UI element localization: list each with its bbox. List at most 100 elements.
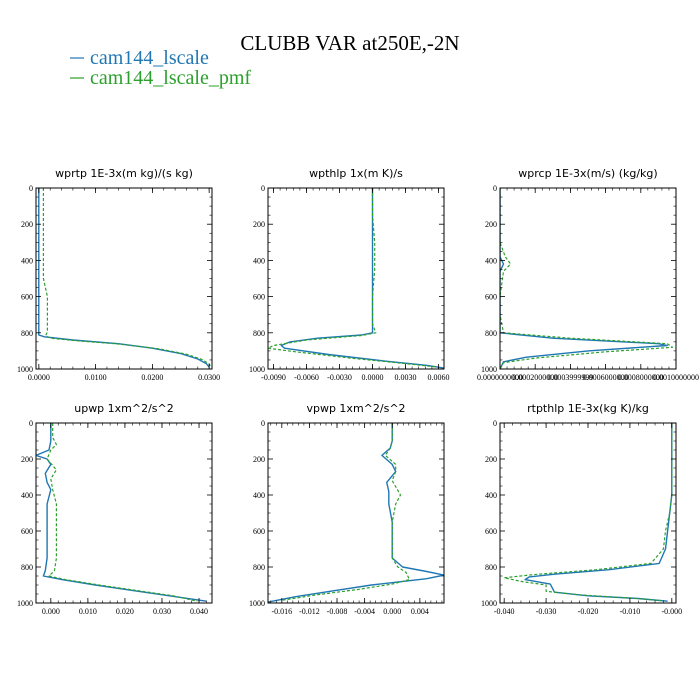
- legend-label-1: cam144_lscale: [90, 47, 209, 69]
- series-line-lscale: [280, 188, 444, 369]
- y-tick-label: 400: [253, 491, 265, 500]
- series-line-lscale-pmf: [46, 423, 198, 602]
- panel-title: vpwp 1xm^2/s^2: [306, 402, 405, 415]
- series-line-lscale-pmf: [500, 188, 674, 369]
- series-line-lscale-pmf: [268, 188, 439, 368]
- y-tick-label: 800: [21, 329, 33, 338]
- y-tick-label: 1000: [481, 599, 497, 608]
- y-tick-label: 400: [21, 256, 33, 265]
- plot-frame: [35, 422, 213, 604]
- y-tick-label: 200: [253, 455, 265, 464]
- y-tick-label: 200: [485, 220, 497, 229]
- x-tick-label: 0.0010000000: [653, 373, 699, 382]
- series-line-lscale: [524, 423, 673, 602]
- panel-1: wprtp 1E-3x(m kg)/(s kg) 0.0000 0.0100 0.02…: [17, 167, 220, 382]
- y-tick-label: 800: [253, 329, 265, 338]
- x-tick-label: -0.0060: [294, 373, 319, 382]
- x-tick-label: 0.010: [79, 607, 97, 616]
- y-tick-label: 400: [485, 256, 497, 265]
- y-tick-label: 600: [485, 527, 497, 536]
- panels: wprtp 1E-3x(m kg)/(s kg)0.0000 0.0100 0.02…: [17, 167, 699, 616]
- x-tick-label: 0.0200: [141, 373, 163, 382]
- panel-5: vpwp 1xm^2/s^2 -0.016 -0.012 -0.008 -0.004 0.…: [249, 402, 445, 616]
- x-tick-label: 0.0002000000: [512, 373, 558, 382]
- y-tick-label: 1000: [481, 365, 497, 374]
- y-tick-label: 600: [21, 527, 33, 536]
- y-tick-label: 600: [253, 527, 265, 536]
- panel-3: wprcp 1E-3x(m/s) (kg/kg)0.00000000000.00…: [477, 167, 699, 382]
- series-line-lscale-pmf: [503, 423, 673, 602]
- panel-4: upwp 1xm^2/s^2 0.000 0.010 0.020 0.030 0.040 0…: [17, 402, 213, 616]
- plot-frame: [499, 422, 677, 604]
- x-tick-label: -0.012: [299, 607, 320, 616]
- y-tick-label: 0: [261, 184, 265, 193]
- y-tick-label: 1000: [17, 599, 33, 608]
- y-tick-label: 800: [485, 563, 497, 572]
- legend-label-2: cam144_lscale_pmf: [90, 67, 251, 89]
- y-tick-label: 200: [21, 220, 33, 229]
- y-tick-label: 0: [493, 419, 497, 428]
- y-tick-label: 0: [261, 419, 265, 428]
- x-tick-label: 0.030: [153, 607, 171, 616]
- y-tick-label: 1000: [249, 365, 265, 374]
- series-line-lscale: [38, 188, 210, 368]
- series-line-lscale-pmf: [281, 423, 411, 601]
- y-tick-label: 600: [485, 293, 497, 302]
- y-tick-label: 800: [253, 563, 265, 572]
- x-tick-label: -0.000: [661, 607, 682, 616]
- panel-6: rtpthlp 1E-3x(kg K)/kg -0.040 -0.030 -0.020…: [481, 402, 682, 616]
- y-tick-label: 600: [253, 293, 265, 302]
- x-tick-label: 0.020: [116, 607, 134, 616]
- y-tick-label: 0: [29, 419, 33, 428]
- x-tick-label: 0.0008000000: [618, 373, 664, 382]
- x-tick-label: 0.000: [42, 607, 60, 616]
- y-tick-label: 600: [21, 293, 33, 302]
- x-tick-label: -0.004: [354, 607, 375, 616]
- panel-title: wprtp 1E-3x(m kg)/(s kg): [55, 167, 193, 180]
- series-line-lscale: [268, 423, 444, 603]
- x-tick-label: 0.0000: [362, 373, 384, 382]
- plot-frame: [499, 187, 677, 370]
- y-tick-label: 400: [253, 256, 265, 265]
- x-tick-label: 0.040: [190, 607, 208, 616]
- y-tick-label: 0: [29, 184, 33, 193]
- panel-title: rtpthlp 1E-3x(kg K)/kg: [527, 402, 649, 415]
- y-tick-label: 1000: [249, 599, 265, 608]
- y-tick-label: 200: [21, 455, 33, 464]
- x-tick-label: -0.010: [620, 607, 641, 616]
- series-line-lscale: [36, 423, 207, 602]
- y-tick-label: 400: [485, 491, 497, 500]
- x-tick-label: 0.0003999999: [547, 373, 593, 382]
- x-tick-label: -0.020: [578, 607, 599, 616]
- x-tick-label: -0.030: [536, 607, 557, 616]
- panel-title: wpthlp 1x(m K)/s: [309, 167, 403, 180]
- y-tick-label: 1000: [17, 365, 33, 374]
- y-tick-label: 200: [485, 455, 497, 464]
- series-line-lscale: [500, 188, 668, 369]
- plot-frame: [35, 187, 213, 370]
- y-tick-label: 400: [21, 491, 33, 500]
- x-tick-label: -0.016: [271, 607, 292, 616]
- x-tick-label: -0.0030: [327, 373, 352, 382]
- x-tick-label: 0.0000000000: [477, 373, 523, 382]
- x-tick-label: -0.0090: [261, 373, 286, 382]
- x-tick-label: 0.0300: [198, 373, 220, 382]
- panel-2: wpthlp 1x(m K)/s -0.0090 -0.0060 -0.0030 0.0…: [249, 167, 450, 382]
- x-tick-label: 0.0000: [28, 373, 50, 382]
- x-tick-label: 0.0006000000: [583, 373, 629, 382]
- x-tick-label: -0.008: [327, 607, 348, 616]
- y-tick-label: 800: [21, 563, 33, 572]
- series-line-lscale-pmf: [42, 188, 212, 368]
- y-tick-label: 800: [485, 329, 497, 338]
- y-tick-label: 0: [493, 184, 497, 193]
- x-tick-label: 0.004: [411, 607, 429, 616]
- y-tick-label: 200: [253, 220, 265, 229]
- x-tick-label: 0.0060: [428, 373, 450, 382]
- x-tick-label: -0.040: [494, 607, 515, 616]
- x-tick-label: 0.0030: [395, 373, 417, 382]
- panel-title: wprcp 1E-3x(m/s) (kg/kg): [518, 167, 657, 180]
- panel-title: upwp 1xm^2/s^2: [74, 402, 174, 415]
- plot-frame: [267, 422, 445, 604]
